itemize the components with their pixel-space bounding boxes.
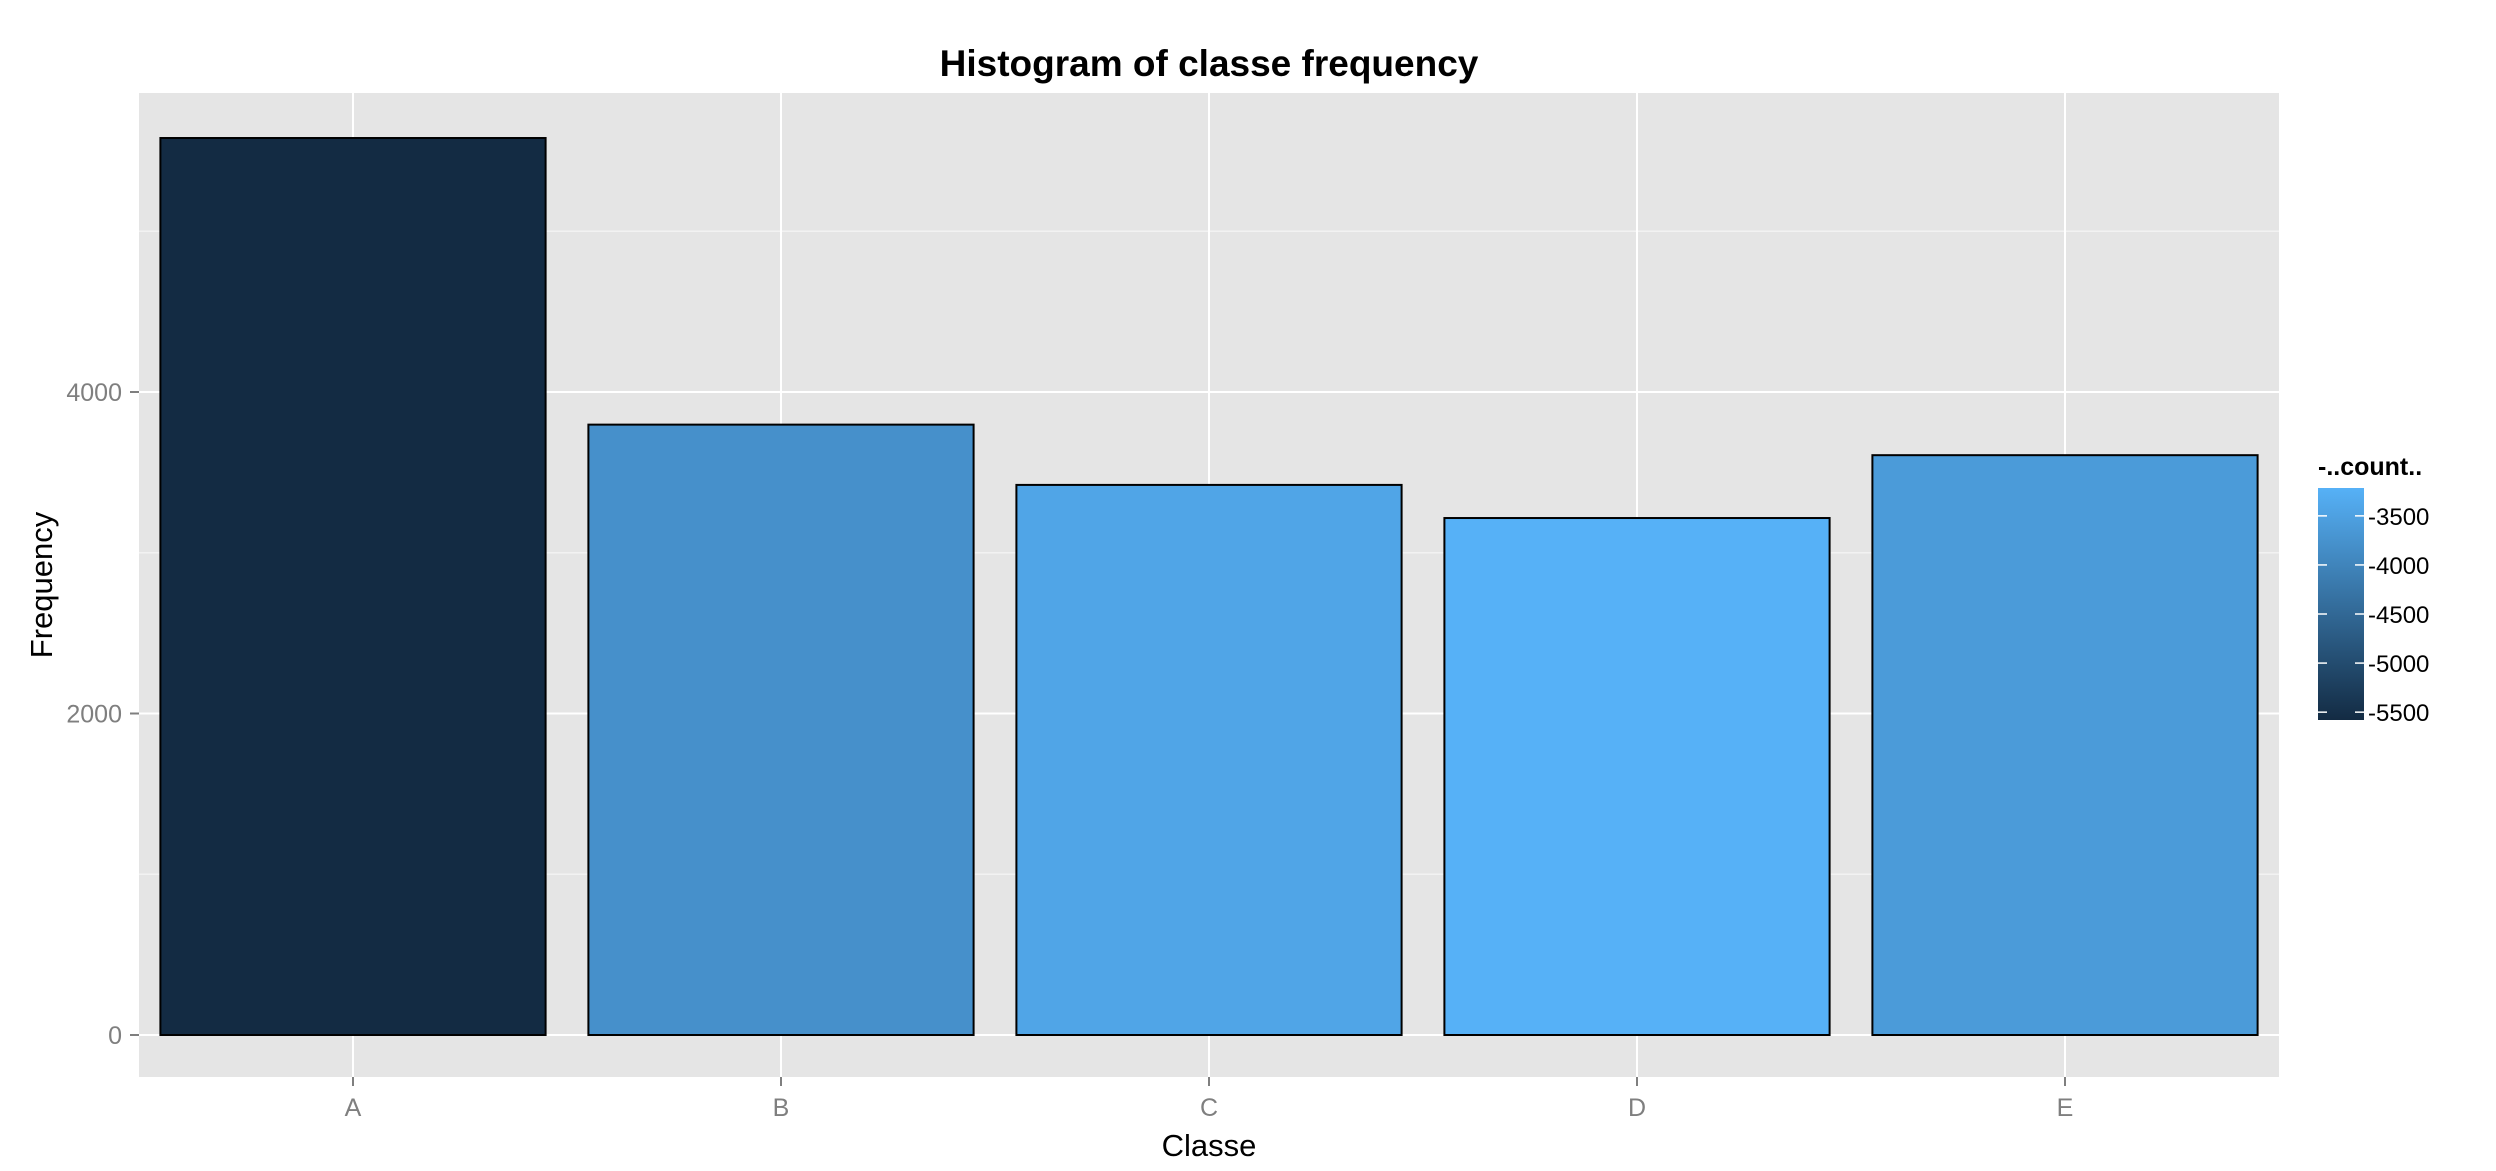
y-axis: 0 2000 4000 <box>66 379 139 1050</box>
bar-a <box>159 137 547 1036</box>
legend-ticks: -3500 -4000 -4500 -5000 -5500 <box>2318 504 2429 727</box>
legend-tick-label: -4500 <box>2368 602 2429 629</box>
bars <box>159 137 2259 1036</box>
bar-b <box>587 423 975 1036</box>
legend-tick-label: -5000 <box>2368 651 2429 678</box>
x-tick-label: D <box>1628 1094 1646 1122</box>
color-legend: -..count.. -3500 -4000 -4500 -5000 -5500 <box>2318 453 2429 727</box>
x-axis: A B C D E <box>345 1077 2074 1122</box>
bar-c <box>1015 483 1403 1036</box>
y-tick-label: 2000 <box>66 701 122 729</box>
x-tick-label: B <box>773 1094 790 1122</box>
legend-tick-label: -3500 <box>2368 504 2429 531</box>
legend-tick-label: -4000 <box>2368 553 2429 580</box>
x-tick-label: E <box>2057 1094 2074 1122</box>
y-tick-label: 0 <box>108 1022 122 1050</box>
legend-colorbar <box>2318 488 2364 720</box>
y-tick-label: 4000 <box>66 379 122 407</box>
x-axis-title: Classe <box>1162 1128 1257 1163</box>
bar-e <box>1871 454 2259 1036</box>
legend-tick-label: -5500 <box>2368 700 2429 727</box>
bar-d <box>1443 517 1831 1036</box>
chart-title: Histogram of classe frequency <box>940 43 1479 84</box>
x-tick-label: C <box>1200 1094 1218 1122</box>
x-tick-label: A <box>345 1094 362 1122</box>
legend-title: -..count.. <box>2318 453 2422 481</box>
y-axis-title: Frequency <box>24 511 59 658</box>
